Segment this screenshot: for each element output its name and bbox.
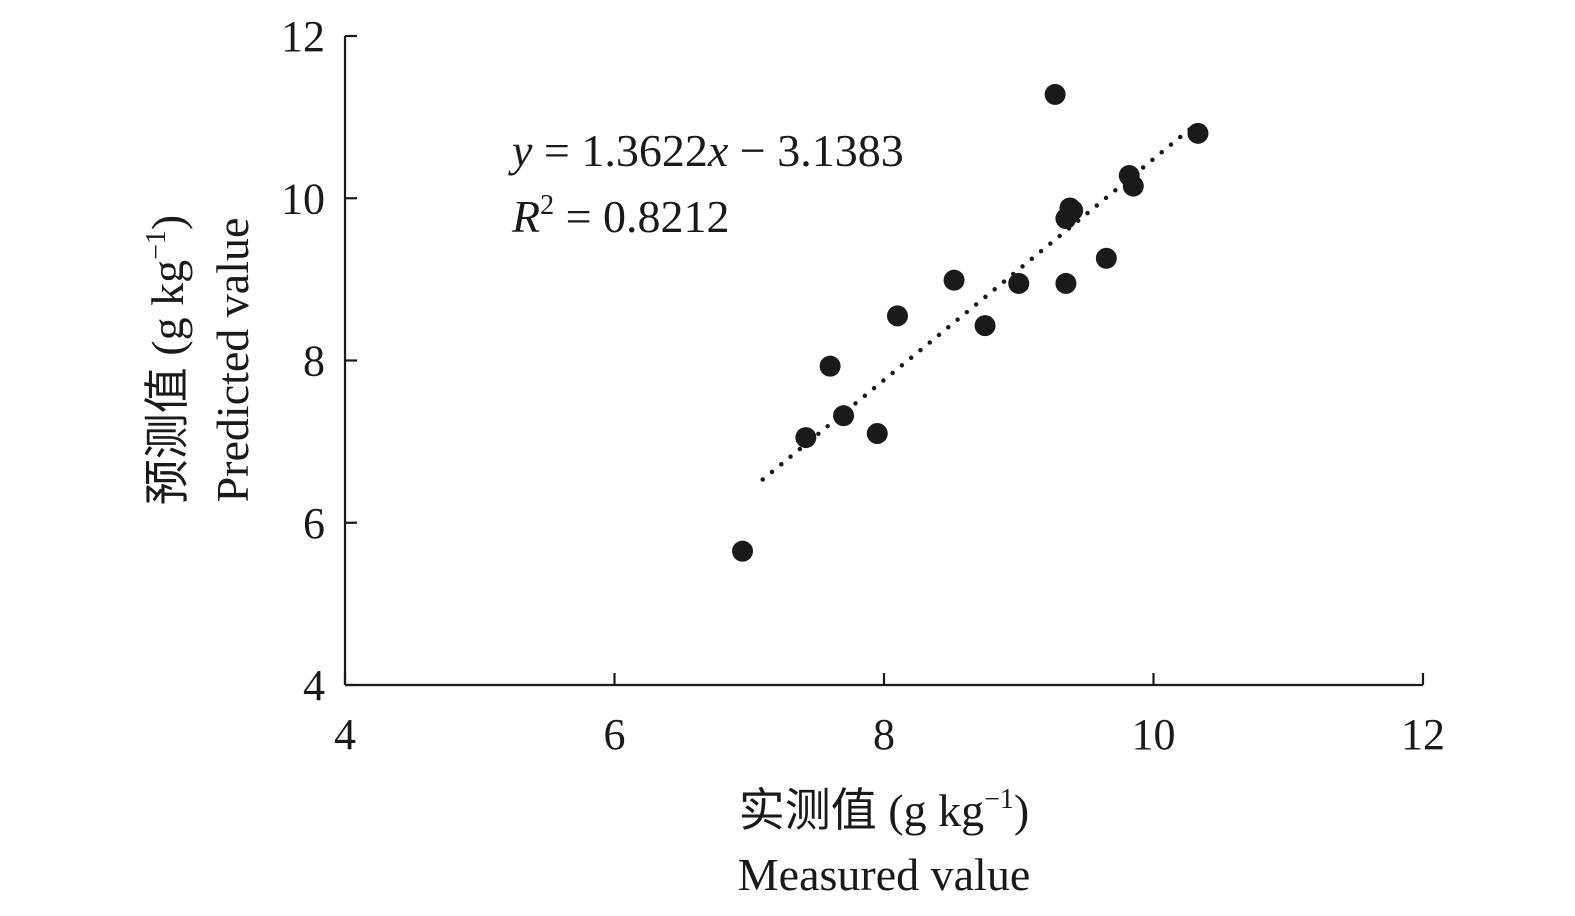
r-squared: R2 = 0.8212 <box>511 190 730 242</box>
data-point <box>1008 272 1030 294</box>
data-point <box>1187 122 1209 144</box>
y-tick-label: 8 <box>303 337 325 386</box>
x-axis-label: 实测值 (g kg−1) <box>739 784 1029 836</box>
y-tick-label: 10 <box>281 174 325 223</box>
y-axis-ticks: 4 6 8 10 12 <box>281 12 357 710</box>
data-point <box>974 315 996 337</box>
x-tick-label: 4 <box>334 710 356 759</box>
eq-slope: = 1.3622 <box>532 125 707 176</box>
data-point <box>1122 175 1144 197</box>
data-point <box>833 405 855 427</box>
x-label-unit-close: ) <box>1014 785 1029 836</box>
y-label-unit-sup: −1 <box>141 230 172 260</box>
data-point <box>1055 272 1077 294</box>
r2-value: = 0.8212 <box>554 191 729 242</box>
eq-x-var: x <box>707 125 729 176</box>
y-axis-label: 预测值 (g kg−1) <box>141 215 193 505</box>
data-points <box>732 83 1209 562</box>
data-point <box>819 355 841 377</box>
r2-r: R <box>511 191 540 242</box>
x-label-unit-sup: −1 <box>984 784 1014 815</box>
eq-y-var: y <box>508 125 533 176</box>
data-point <box>795 427 817 449</box>
data-point <box>1095 247 1117 269</box>
y-axis-label-en: Predicted value <box>207 218 258 503</box>
y-label-unit: (g kg <box>142 260 193 367</box>
y-tick-label: 12 <box>281 12 325 61</box>
r2-sup: 2 <box>540 190 554 221</box>
x-label-cn: 实测值 <box>739 785 877 836</box>
y-tick-label: 6 <box>303 499 325 548</box>
x-axis-ticks: 4 6 8 10 12 <box>334 673 1445 759</box>
y-axis-label-en-group: Predicted value <box>207 218 258 503</box>
data-point <box>943 269 965 291</box>
x-label-unit: (g kg <box>877 785 984 836</box>
y-label-unit-close: ) <box>142 215 193 230</box>
y-axis-label-group: 预测值 (g kg−1) <box>141 215 193 505</box>
data-point <box>866 423 888 445</box>
data-point <box>732 540 754 562</box>
x-tick-label: 12 <box>1401 710 1445 759</box>
x-axis-label-en: Measured value <box>738 849 1031 900</box>
x-tick-label: 10 <box>1132 710 1176 759</box>
eq-intercept: − 3.1383 <box>728 125 903 176</box>
y-tick-label: 4 <box>303 661 325 710</box>
data-point <box>886 305 908 327</box>
x-tick-label: 6 <box>604 710 626 759</box>
x-tick-label: 8 <box>873 710 895 759</box>
regression-equation: y = 1.3622x − 3.1383 <box>508 125 904 176</box>
data-point <box>1044 83 1066 105</box>
y-label-cn: 预测值 <box>142 367 193 505</box>
data-point <box>1059 197 1081 219</box>
